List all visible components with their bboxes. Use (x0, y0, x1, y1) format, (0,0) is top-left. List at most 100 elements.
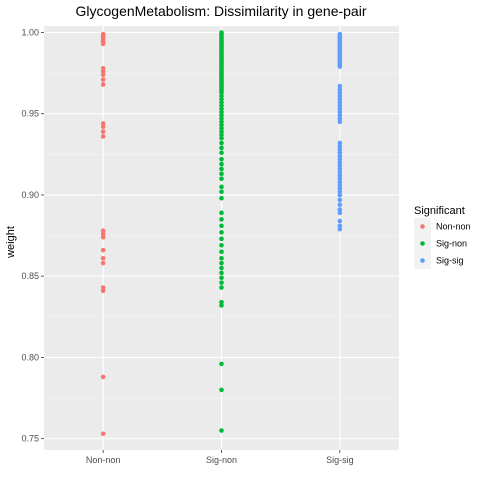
data-point-sig-non (219, 303, 224, 308)
data-point-sig-non (219, 166, 224, 172)
data-point-sig-sig (337, 156, 343, 162)
data-point-sig-sig (337, 96, 343, 102)
data-point-sig-non (219, 100, 224, 105)
data-point-sig-non (219, 275, 224, 281)
data-point-sig-sig (337, 100, 343, 105)
data-point-sig-sig (337, 218, 343, 224)
data-point-sig-sig (337, 143, 343, 149)
data-points (100, 30, 343, 437)
data-point-sig-sig (337, 150, 343, 156)
y-axis: 0.75 0.80 0.85 0.90 0.95 1.00 (21, 27, 44, 444)
chart-title: GlycogenMetabolism: Dissimilarity in gen… (76, 3, 367, 19)
data-point-sig-non (219, 90, 224, 95)
data-point-sig-sig (337, 176, 343, 182)
legend: Significant Non-non Sig-non Sig-sig (414, 205, 471, 269)
data-point-non-non (100, 69, 106, 74)
data-point-sig-sig (337, 147, 343, 152)
data-point-sig-non (219, 122, 224, 128)
data-point-sig-sig (337, 197, 343, 203)
data-point-non-non (100, 82, 106, 87)
data-point-sig-non (219, 210, 224, 216)
data-point-sig-sig (337, 182, 343, 188)
data-point-non-non (100, 129, 106, 134)
data-point-sig-sig (337, 210, 343, 216)
x-tick-label: Sig-sig (326, 455, 354, 465)
data-point-sig-non (219, 106, 224, 112)
data-point-sig-sig (337, 192, 343, 198)
data-point-sig-non (219, 361, 224, 367)
data-point-sig-non (219, 93, 224, 99)
data-point-sig-non (219, 223, 224, 229)
data-point-non-non (100, 231, 106, 237)
data-point-sig-non (219, 428, 224, 433)
data-point-non-non (100, 374, 106, 380)
data-point-non-non (100, 77, 106, 82)
data-point-sig-non (219, 113, 224, 118)
data-point-sig-non (219, 217, 224, 222)
y-axis-title: weight (5, 226, 17, 259)
data-point-sig-sig (337, 179, 343, 185)
data-point-sig-non (219, 285, 224, 290)
data-point-sig-sig (337, 83, 343, 89)
data-point-sig-non (219, 96, 224, 102)
data-point-sig-non (219, 249, 224, 255)
data-point-sig-non (219, 387, 224, 393)
data-point-sig-non (219, 299, 224, 305)
data-point-sig-non (219, 195, 224, 201)
data-point-sig-sig (337, 106, 343, 112)
x-tick-label: Non-non (86, 455, 121, 465)
y-tick-label: 0.80 (21, 352, 39, 362)
data-point-sig-sig (337, 207, 343, 212)
data-point-sig-sig (337, 90, 343, 95)
data-point-sig-sig (337, 87, 343, 92)
legend-swatch (420, 241, 425, 246)
data-point-sig-non (219, 280, 224, 285)
data-point-sig-sig (337, 64, 343, 69)
data-point-sig-sig (337, 116, 343, 121)
data-point-non-non (100, 228, 106, 233)
data-point-sig-non (219, 171, 224, 177)
data-point-sig-non (219, 256, 224, 261)
data-point-sig-sig (337, 223, 343, 229)
data-point-sig-sig (337, 113, 343, 118)
y-tick-label: 0.75 (21, 434, 39, 444)
data-point-sig-non (219, 140, 224, 146)
data-point-sig-non (219, 103, 224, 108)
legend-label: Sig-sig (436, 256, 464, 266)
data-point-sig-non (219, 129, 224, 134)
data-point-sig-sig (337, 119, 343, 125)
data-point-non-non (100, 234, 106, 240)
data-point-sig-sig (337, 202, 343, 207)
x-axis: Non-non Sig-non Sig-sig (86, 450, 354, 465)
data-point-sig-non (219, 126, 224, 131)
data-point-sig-non (219, 260, 224, 266)
data-point-non-non (100, 260, 106, 266)
data-point-non-non (100, 256, 106, 261)
data-point-non-non (100, 121, 106, 126)
data-point-sig-sig (337, 169, 343, 175)
data-point-sig-non (219, 119, 224, 125)
x-tick-label: Sig-non (206, 455, 237, 465)
data-point-non-non (100, 288, 106, 294)
legend-label: Non-non (436, 222, 471, 232)
data-point-sig-non (219, 176, 224, 182)
y-tick-label: 0.95 (21, 109, 39, 119)
data-point-sig-non (219, 156, 224, 162)
data-point-sig-sig (337, 153, 343, 159)
data-point-sig-sig (337, 93, 343, 99)
data-point-sig-sig (337, 163, 343, 169)
data-point-sig-non (219, 145, 224, 151)
data-point-sig-sig (337, 189, 343, 195)
data-point-sig-sig (337, 109, 343, 115)
y-tick-label: 0.90 (21, 190, 39, 200)
data-point-sig-non (219, 184, 224, 190)
data-point-sig-non (219, 236, 224, 242)
data-point-non-non (100, 41, 106, 47)
data-point-non-non (100, 247, 106, 253)
data-point-sig-sig (337, 173, 343, 178)
y-tick-label: 0.85 (21, 271, 39, 281)
legend-title: Significant (414, 205, 465, 217)
data-point-sig-non (219, 270, 224, 276)
data-point-sig-non (219, 135, 224, 141)
